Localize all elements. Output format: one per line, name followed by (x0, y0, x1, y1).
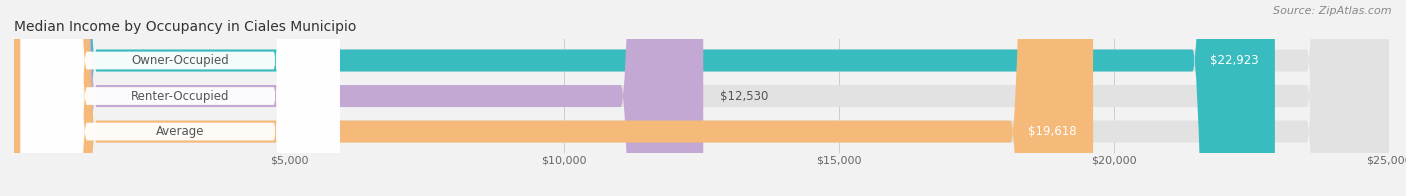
Text: $22,923: $22,923 (1209, 54, 1258, 67)
Text: Renter-Occupied: Renter-Occupied (131, 90, 229, 103)
Text: Owner-Occupied: Owner-Occupied (131, 54, 229, 67)
Text: $19,618: $19,618 (1028, 125, 1077, 138)
Text: Source: ZipAtlas.com: Source: ZipAtlas.com (1274, 6, 1392, 16)
Text: Median Income by Occupancy in Ciales Municipio: Median Income by Occupancy in Ciales Mun… (14, 20, 357, 34)
FancyBboxPatch shape (14, 0, 1389, 196)
FancyBboxPatch shape (21, 0, 340, 196)
FancyBboxPatch shape (14, 0, 703, 196)
Text: Average: Average (156, 125, 204, 138)
FancyBboxPatch shape (21, 0, 340, 196)
FancyBboxPatch shape (14, 0, 1275, 196)
FancyBboxPatch shape (14, 0, 1389, 196)
Text: $12,530: $12,530 (720, 90, 768, 103)
FancyBboxPatch shape (14, 0, 1092, 196)
FancyBboxPatch shape (14, 0, 1389, 196)
FancyBboxPatch shape (21, 0, 340, 196)
